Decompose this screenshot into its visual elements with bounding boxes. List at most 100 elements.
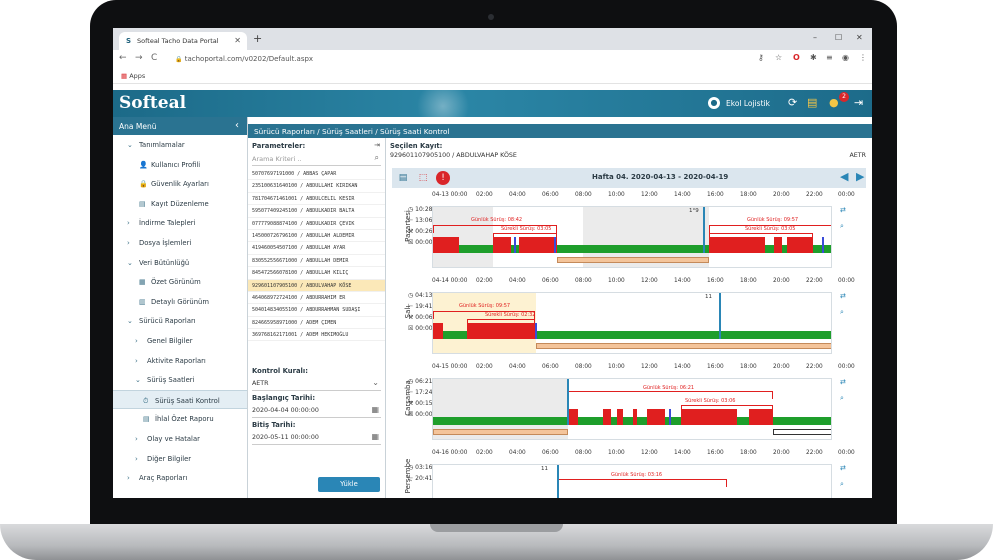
maximize-icon[interactable]: ☐ [835,33,843,42]
load-button[interactable]: Yükle [318,477,380,492]
activity-timeline[interactable]: Günlük Sürüş: 06:21 Sürekli Sürüş: 03:06 [432,378,832,440]
driver-row[interactable]: 830552556671000 / ABDULLAH DEMIR [248,255,385,268]
swap-icon[interactable]: ⇄ [840,206,846,214]
browser-tab[interactable]: S Softeal Tacho Data Portal ✕ [119,32,247,50]
logout-icon[interactable]: ⇥ [854,96,864,109]
hour-tick: 00:00 [838,192,855,198]
chevron-right-icon: › [135,356,138,365]
driver-row[interactable]: 781704671461001 / ABDULCELIL KESIR [248,193,385,206]
zoom-icon[interactable]: ⌕ [840,394,844,402]
driver-row-selected[interactable]: 929601107905100 / ABDULVAHAP KÖSE [248,279,385,292]
extensions-icon[interactable]: ✱ [810,53,817,62]
close-window-icon[interactable]: ✕ [856,33,863,42]
webcam-icon [488,14,494,20]
sidebar-title: Ana Menü [119,122,157,131]
reload-icon[interactable]: C [151,53,158,63]
sidebar-item-file-ops[interactable]: › Dosya İşlemleri [127,238,192,247]
sidebar-item-violation-summary[interactable]: ▤ İhlal Özet Raporu [143,415,214,424]
browser-tabbar: S Softeal Tacho Data Portal ✕ + – ☐ ✕ [113,28,872,50]
start-date-field[interactable]: 2020-04-04 00:00:00 ▦ [252,403,381,418]
driver-row[interactable]: 077779088874100 / ABDULKADIR ÇEVIK [248,218,385,230]
sidebar-item-download-requests[interactable]: › İndirme Talepleri [127,219,196,228]
driver-row[interactable]: 595077409245100 / ABDULKADIR BALTA [248,205,385,218]
zoom-icon[interactable]: ⌕ [840,222,844,230]
sidebar-item-user-profile[interactable]: 👤 Kullanıcı Profili [139,160,201,169]
search-icon[interactable]: ⌕ [374,153,379,162]
rule-select[interactable]: AETR ⌄ [252,376,381,391]
driver-row[interactable]: 369768162171001 / ADEM HEKIMOĞLU [248,329,385,342]
minimize-icon[interactable]: – [813,33,817,42]
activity-timeline[interactable]: Günlük Sürüş: 09:57 Sürekli Sürüş: 02:32… [432,292,832,354]
apps-bookmark[interactable]: Apps [129,72,146,80]
available-time: ☒ 00:00 [408,325,433,332]
pdf-export-icon[interactable]: ⬚ [418,173,428,183]
document-icon[interactable]: ▤ [807,96,818,109]
sidebar-item-general-info[interactable]: › Genel Bilgiler [135,336,193,345]
new-tab-icon[interactable]: + [253,32,263,45]
driver-row[interactable]: 50707697191000 / ABBAS ÇAPAR [248,168,385,181]
menu-icon[interactable]: ⋮ [859,53,867,62]
activity-timeline[interactable]: Günlük Sürüş: 03:16 11 [432,464,832,498]
pin-icon[interactable]: ⇥ [374,141,380,149]
driver-row[interactable]: 824665958971000 / ADEM ÇIMEN [248,317,385,330]
zoom-icon[interactable]: ⌕ [840,480,844,488]
driver-row[interactable]: 845472566078100 / ABDULLAH KILIÇ [248,267,385,280]
close-tab-icon[interactable]: ✕ [234,36,241,45]
sidebar-item-tanimlamalar[interactable]: ⌄ Tanımlamalar [127,141,185,149]
sidebar-item-vehicle-reports[interactable]: › Araç Raporları [127,474,188,483]
search-input[interactable]: Arama Kriteri .. ⌕ [252,152,381,166]
back-icon[interactable]: ← [119,53,127,63]
hour-tick: 16:00 [707,364,724,370]
opera-icon[interactable]: O [793,53,800,62]
notification-icon[interactable]: ● [829,96,839,109]
sidebar-item-data-integrity[interactable]: ⌄ Veri Bütünlüğü [127,258,190,267]
sidebar-item-other-info[interactable]: › Diğer Bilgiler [135,454,192,463]
sidebar-item-security[interactable]: 🔒 Güvenlik Ayarları [139,180,209,189]
profile-icon[interactable]: ◉ [842,53,849,62]
globe-decoration [403,90,483,117]
activity-timeline[interactable]: Günlük Sürüş: 08:42 Sürekli Sürüş: 03:05… [432,206,832,268]
hour-tick: 20:00 [773,278,790,284]
sidebar-item-events-errors[interactable]: › Olay ve Hatalar [135,434,200,443]
zoom-icon[interactable]: ⌕ [840,308,844,316]
swap-icon[interactable]: ⇄ [840,464,846,472]
user-icon[interactable]: ● [708,97,720,109]
calendar-icon[interactable]: ▦ [371,405,379,414]
sidebar-item-driving-hours[interactable]: ⌄ Sürüş Saatleri [135,376,195,385]
playlist-icon[interactable]: ≡ [826,53,833,62]
end-date-field[interactable]: 2020-05-11 00:00:00 ▦ [252,430,381,445]
driver-row[interactable]: 235100631640100 / ABDULLAHI KIRIKAN [248,180,385,193]
sidebar-item-summary-view[interactable]: ▦ Özet Görünüm [139,278,201,287]
excel-export-icon[interactable]: ▤ [398,173,408,183]
calendar-icon[interactable]: ▦ [371,432,379,441]
key-icon[interactable]: ⚷ [758,53,764,62]
hour-tick: 06:00 [542,450,559,456]
sidebar-item-record-edit[interactable]: ▤ Kayıt Düzenleme [139,199,209,208]
address-bar[interactable]: 🔒 tachoportal.com/v0202/Default.aspx [169,52,729,66]
sidebar-item-detailed-view[interactable]: ▥ Detaylı Görünüm [139,297,209,306]
collapse-sidebar-icon[interactable]: ‹ [235,120,239,131]
sidebar-item-driving-hour-control[interactable]: ⏱ Sürüş Saati Kontrol [113,389,247,410]
sidebar-item-driver-reports[interactable]: ⌄ Sürücü Raporları [127,317,196,326]
driver-row[interactable]: 464068972724100 / ABDURRAHIM ER [248,292,385,305]
week-toolbar: ▤ ⬚ ! Hafta 04. 2020-04-13 - 2020-04-19 … [392,168,866,188]
sidebar-item-activity-reports[interactable]: › Aktivite Raporları [135,356,206,365]
driver-row[interactable]: 504014834055100 / ABDURRAHMAN SUDAŞI [248,304,385,317]
softeal-logo[interactable]: Softeal [119,93,187,113]
driver-row[interactable]: 419460054507100 / ABDULLAH AYAR [248,242,385,255]
softeal-favicon-icon: S [126,37,132,45]
prev-week-icon[interactable]: ◀ [840,170,849,183]
driver-row[interactable]: 145000726796100 / ABDULLAH ALDEMIR [248,230,385,243]
apps-grid-icon[interactable]: ▦ [121,72,128,80]
warning-icon[interactable]: ! [436,171,450,185]
hour-tick: 18:00 [740,450,757,456]
refresh-icon[interactable]: ⟳ [788,96,798,109]
swap-icon[interactable]: ⇄ [840,378,846,386]
next-week-icon[interactable]: ▶ [856,170,865,183]
daily-drive-label: Günlük Sürüş: 03:16 [611,472,663,478]
user-name[interactable]: Ekol Lojistik [726,99,770,108]
star-icon[interactable]: ☆ [775,53,783,62]
drive-time: ◷ 04:13 [408,292,433,299]
swap-icon[interactable]: ⇄ [840,292,846,300]
forward-icon[interactable]: → [135,53,143,63]
